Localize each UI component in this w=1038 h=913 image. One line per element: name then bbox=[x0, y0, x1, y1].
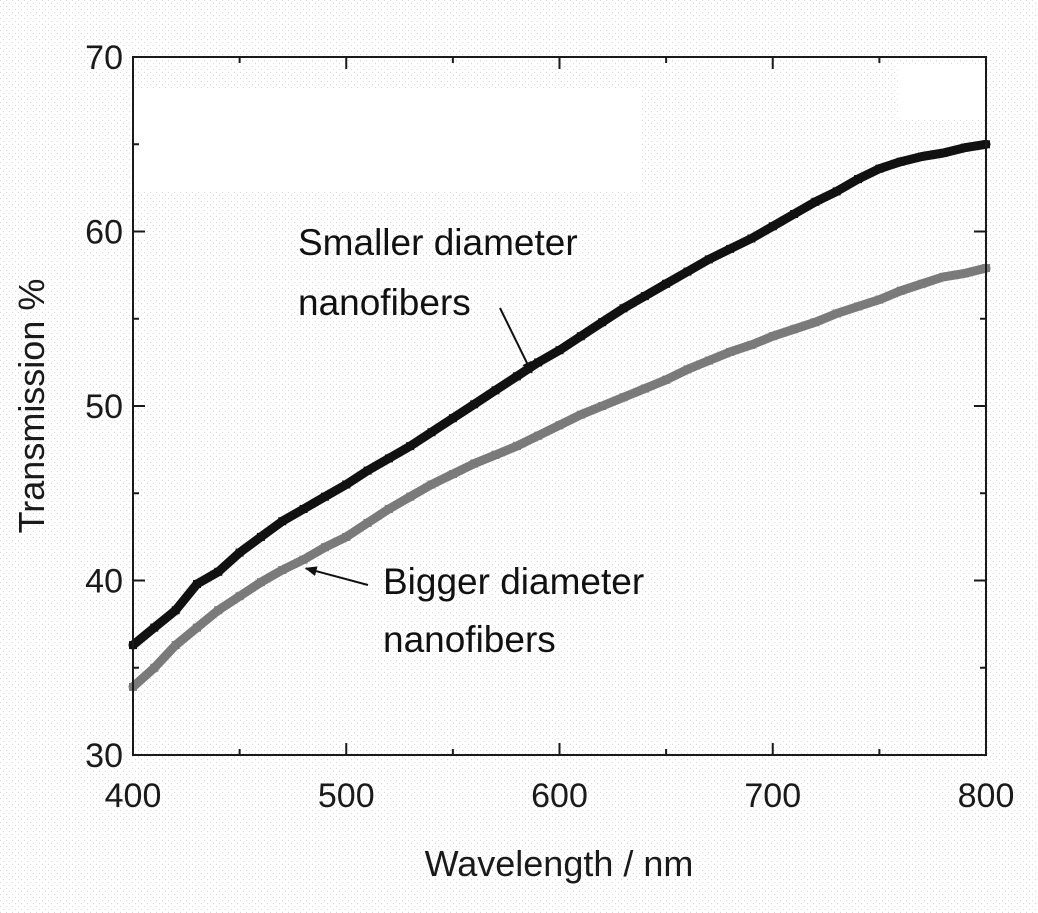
series-2-point bbox=[214, 606, 222, 614]
series-1-point bbox=[470, 400, 478, 408]
series-2-point bbox=[620, 393, 628, 401]
series-2-point bbox=[364, 519, 372, 527]
x-tick-label: 400 bbox=[105, 777, 162, 815]
series-1-point bbox=[492, 386, 500, 394]
series-1-point bbox=[684, 268, 692, 276]
x-tick-label: 700 bbox=[744, 777, 801, 815]
series-2-point bbox=[449, 470, 457, 478]
series-1-point bbox=[278, 517, 286, 525]
series-2-point bbox=[684, 365, 692, 373]
series-2-point bbox=[150, 664, 158, 672]
series-1-point bbox=[875, 165, 883, 173]
series-2-point bbox=[790, 325, 798, 333]
series-2-point bbox=[406, 493, 414, 501]
y-tick-label: 50 bbox=[85, 388, 123, 426]
x-axis-label: Wavelength / nm bbox=[425, 843, 694, 884]
header-blank-area-right bbox=[900, 66, 986, 120]
series-1-point bbox=[577, 332, 585, 340]
series-2-point bbox=[854, 303, 862, 311]
x-tick-label: 600 bbox=[531, 777, 588, 815]
header-blank-area bbox=[130, 90, 640, 192]
series-1-point bbox=[364, 467, 372, 475]
series-1-point bbox=[193, 580, 201, 588]
series-2-point bbox=[470, 460, 478, 468]
series-1-point bbox=[385, 454, 393, 462]
series-2-point bbox=[875, 296, 883, 304]
series-2-point bbox=[492, 451, 500, 459]
series-1-point bbox=[406, 442, 414, 450]
series-1-point bbox=[705, 255, 713, 263]
series-1-point bbox=[449, 414, 457, 422]
series-2-point bbox=[705, 357, 713, 365]
x-tick-label: 800 bbox=[958, 777, 1015, 815]
series-1-point bbox=[811, 198, 819, 206]
series-2-point bbox=[769, 332, 777, 340]
series-1-point bbox=[833, 187, 841, 195]
series-2-point bbox=[726, 348, 734, 356]
series-2-point bbox=[193, 624, 201, 632]
series-2-point bbox=[278, 566, 286, 574]
series-1-point bbox=[321, 493, 329, 501]
series-1-point bbox=[300, 505, 308, 513]
series-1-point bbox=[854, 175, 862, 183]
series-1-point bbox=[918, 153, 926, 161]
series-2-point bbox=[534, 432, 542, 440]
series-1-point bbox=[150, 624, 158, 632]
series-2-point bbox=[385, 505, 393, 513]
series-2-point bbox=[342, 533, 350, 541]
series-1-point bbox=[747, 235, 755, 243]
series-1-point bbox=[214, 568, 222, 576]
series-1-point bbox=[556, 346, 564, 354]
y-tick-label: 40 bbox=[85, 563, 123, 601]
series-2-point bbox=[641, 385, 649, 393]
series-2-point bbox=[556, 421, 564, 429]
series-1-point bbox=[428, 428, 436, 436]
series-1-point bbox=[342, 481, 350, 489]
series-1-point bbox=[236, 549, 244, 557]
series-2-point bbox=[598, 402, 606, 410]
series-1-point bbox=[172, 606, 180, 614]
series-1-point bbox=[726, 245, 734, 253]
series-1-point bbox=[534, 358, 542, 366]
series-2-point bbox=[428, 481, 436, 489]
series-1-point bbox=[620, 304, 628, 312]
y-axis-label: Transmission % bbox=[11, 279, 52, 534]
series-1-point bbox=[598, 318, 606, 326]
series-1-point bbox=[790, 210, 798, 218]
series-1-point bbox=[513, 372, 521, 380]
series-1-point bbox=[257, 533, 265, 541]
series-2-point bbox=[577, 411, 585, 419]
y-tick-label: 30 bbox=[85, 737, 123, 775]
series-2-point bbox=[662, 376, 670, 384]
series-2-point bbox=[300, 556, 308, 564]
series-2-point bbox=[513, 442, 521, 450]
series-2-point bbox=[897, 287, 905, 295]
y-tick-label: 70 bbox=[85, 39, 123, 77]
series-1-point bbox=[961, 144, 969, 152]
series-1-point bbox=[769, 222, 777, 230]
series-2-point bbox=[172, 641, 180, 649]
series-1-point bbox=[641, 292, 649, 300]
series-1-point bbox=[897, 158, 905, 166]
series-2-point bbox=[321, 543, 329, 551]
series-2-point bbox=[236, 592, 244, 600]
x-tick-label: 500 bbox=[318, 777, 375, 815]
series-2-point bbox=[811, 318, 819, 326]
series-2-point bbox=[918, 280, 926, 288]
series-2-point bbox=[833, 310, 841, 318]
series-2-point bbox=[747, 341, 755, 349]
series-2-point bbox=[961, 269, 969, 277]
series-2-point bbox=[939, 273, 947, 281]
series-2-point bbox=[257, 578, 265, 586]
y-tick-label: 60 bbox=[85, 214, 123, 252]
series-1-point bbox=[939, 149, 947, 157]
series-1-point bbox=[662, 280, 670, 288]
